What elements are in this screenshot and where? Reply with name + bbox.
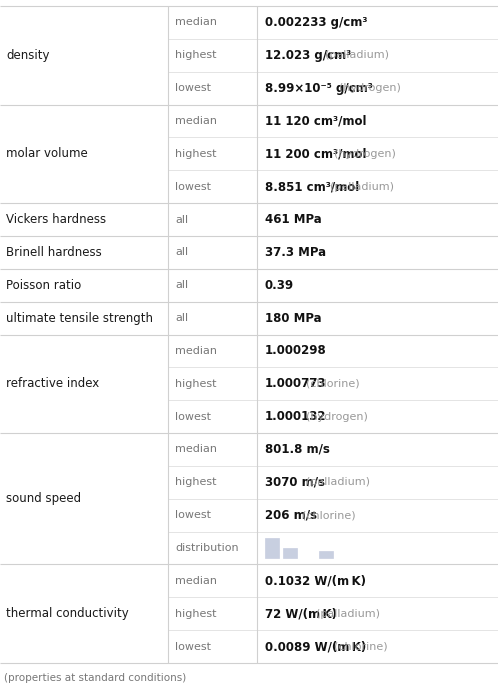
Text: refractive index: refractive index [6, 378, 99, 390]
Text: 11 200 cm³/mol: 11 200 cm³/mol [265, 147, 367, 161]
Text: distribution: distribution [175, 543, 239, 553]
Text: 1.000773: 1.000773 [265, 378, 327, 390]
Text: 461 MPa: 461 MPa [265, 213, 322, 226]
Text: (palladium): (palladium) [316, 608, 379, 619]
Text: 0.0089 W/(m K): 0.0089 W/(m K) [265, 640, 366, 653]
Text: all: all [175, 247, 188, 258]
Text: density: density [6, 49, 49, 62]
Text: 0.002233 g/cm³: 0.002233 g/cm³ [265, 16, 368, 29]
Text: 8.851 cm³/mol: 8.851 cm³/mol [265, 181, 359, 193]
Text: (chlorine): (chlorine) [335, 641, 388, 652]
Text: 72 W/(m K): 72 W/(m K) [265, 607, 337, 620]
Text: median: median [175, 17, 217, 28]
Text: (hydrogen): (hydrogen) [335, 149, 396, 159]
Text: (palladium): (palladium) [330, 182, 394, 192]
Bar [283, 548, 297, 559]
Bar [265, 537, 279, 559]
Text: median: median [175, 116, 217, 126]
Bar [319, 551, 333, 559]
Text: (hydrogen): (hydrogen) [306, 411, 368, 422]
Text: median: median [175, 346, 217, 356]
Text: 11 120 cm³/mol: 11 120 cm³/mol [265, 114, 367, 127]
Text: 3070 m/s: 3070 m/s [265, 476, 325, 489]
Text: (chlorine): (chlorine) [302, 510, 355, 520]
Text: molar volume: molar volume [6, 147, 88, 161]
Text: highest: highest [175, 379, 217, 389]
Text: highest: highest [175, 477, 217, 487]
Text: Brinell hardness: Brinell hardness [6, 246, 102, 259]
Text: thermal conductivity: thermal conductivity [6, 607, 129, 620]
Text: 12.023 g/cm³: 12.023 g/cm³ [265, 49, 351, 62]
Text: 0.39: 0.39 [265, 279, 294, 291]
Text: 801.8 m/s: 801.8 m/s [265, 443, 330, 456]
Text: (chlorine): (chlorine) [306, 379, 360, 389]
Text: lowest: lowest [175, 641, 211, 652]
Text: all: all [175, 280, 188, 290]
Text: 206 m/s: 206 m/s [265, 508, 317, 522]
Text: sound speed: sound speed [6, 492, 81, 505]
Text: Poisson ratio: Poisson ratio [6, 279, 81, 291]
Text: (palladium): (palladium) [325, 50, 389, 60]
Text: Vickers hardness: Vickers hardness [6, 213, 106, 226]
Text: 8.99×10⁻⁵ g/cm³: 8.99×10⁻⁵ g/cm³ [265, 81, 373, 94]
Text: lowest: lowest [175, 182, 211, 192]
Text: 37.3 MPa: 37.3 MPa [265, 246, 326, 259]
Text: lowest: lowest [175, 83, 211, 93]
Text: (hydrogen): (hydrogen) [339, 83, 401, 93]
Text: ultimate tensile strength: ultimate tensile strength [6, 311, 153, 325]
Text: highest: highest [175, 50, 217, 60]
Text: median: median [175, 444, 217, 455]
Text: highest: highest [175, 608, 217, 619]
Text: all: all [175, 214, 188, 225]
Text: lowest: lowest [175, 411, 211, 422]
Text: highest: highest [175, 149, 217, 159]
Text: median: median [175, 576, 217, 586]
Text: lowest: lowest [175, 510, 211, 520]
Text: all: all [175, 313, 188, 323]
Text: (palladium): (palladium) [306, 477, 371, 487]
Text: 180 MPa: 180 MPa [265, 311, 322, 325]
Text: (properties at standard conditions): (properties at standard conditions) [4, 673, 186, 683]
Text: 1.000132: 1.000132 [265, 410, 327, 423]
Text: 0.1032 W/(m K): 0.1032 W/(m K) [265, 575, 366, 588]
Text: 1.000298: 1.000298 [265, 344, 327, 358]
